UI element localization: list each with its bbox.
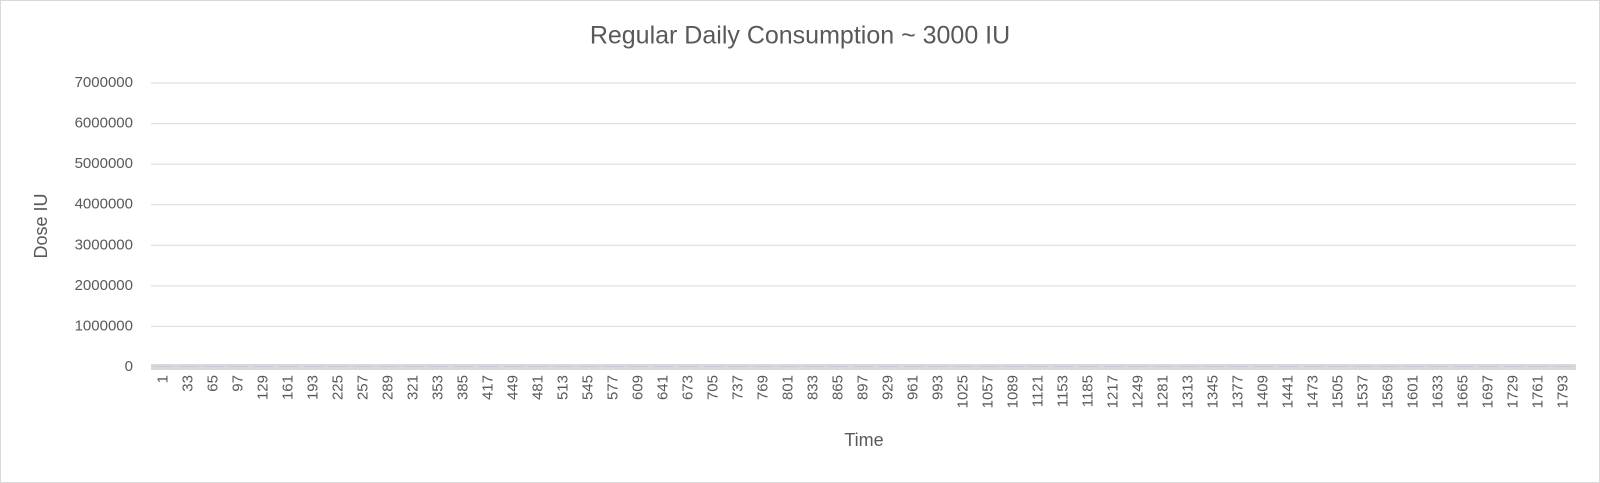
x-tick-label: 257 [354,375,371,400]
x-axis-label: Time [844,430,883,450]
x-tick-label: 417 [479,375,496,400]
x-tick-label: 609 [629,375,646,400]
x-tick-label: 545 [579,375,596,400]
y-tick-label: 7000000 [75,74,133,91]
x-tick-label: 865 [829,375,846,400]
x-tick-label: 929 [879,375,896,400]
x-tick-label: 1345 [1204,375,1221,408]
x-tick-label: 1185 [1079,375,1096,407]
x-tick-label: 897 [854,375,871,400]
y-tick-label: 2000000 [75,277,133,294]
x-tick-label: 1665 [1454,375,1471,408]
x-tick-label: 161 [279,375,296,400]
x-tick-label: 1505 [1329,375,1346,408]
x-tick-label: 225 [329,375,346,400]
x-tick-label: 673 [679,375,696,400]
chart-title: Regular Daily Consumption ~ 3000 IU [590,22,1010,50]
x-tick-label: 1025 [954,375,971,408]
x-tick-label: 1441 [1279,375,1296,408]
x-tick-label: 449 [504,375,521,400]
x-tick-label: 1569 [1379,375,1396,408]
x-tick-label: 1217 [1104,375,1121,408]
x-tick-label: 353 [429,375,446,400]
y-tick-label: 1000000 [75,317,133,334]
x-tick-label: 97 [229,375,246,392]
x-tick-label: 1473 [1304,375,1321,408]
x-tick-label: 993 [929,375,946,400]
x-tick-label: 321 [404,375,421,400]
x-tick-label: 1377 [1229,375,1246,408]
x-tick-label: 193 [304,375,321,400]
x-tick-label: 1249 [1129,375,1146,408]
y-tick-label: 3000000 [75,236,133,253]
x-tick-label: 1793 [1554,375,1571,408]
x-tick-label: 1537 [1354,375,1371,408]
x-tick-label: 737 [729,375,746,400]
x-tick-label: 1601 [1404,375,1421,408]
x-tick-label: 33 [179,375,196,392]
x-tick-label: 1 [154,375,171,383]
x-tick-label: 1121 [1029,375,1046,407]
x-tick-label: 513 [554,375,571,400]
x-tick-label: 129 [254,375,271,400]
x-tick-label: 1313 [1179,375,1196,408]
x-tick-label: 1153 [1054,375,1071,407]
x-tick-label: 961 [904,375,921,400]
y-tick-label: 6000000 [75,115,133,132]
x-tick-label: 641 [654,375,671,400]
y-tick-label: 0 [125,358,133,375]
y-axis-label: Dose IU [31,193,51,258]
y-tick-label: 4000000 [75,196,133,213]
x-tick-label: 705 [704,375,721,400]
x-tick-label: 769 [754,375,771,400]
x-tick-label: 577 [604,375,621,400]
x-tick-label: 1281 [1154,375,1171,408]
x-tick-label: 833 [804,375,821,400]
x-tick-label: 1633 [1429,375,1446,408]
x-tick-label: 801 [779,375,796,400]
x-tick-label: 289 [379,375,396,400]
x-tick-label: 1729 [1504,375,1521,408]
x-tick-label: 1761 [1529,375,1546,408]
x-tick-label: 65 [204,375,221,392]
x-tick-label: 1409 [1254,375,1271,408]
x-tick-label: 1697 [1479,375,1496,408]
x-tick-label: 1057 [979,375,996,408]
x-tick-label: 385 [454,375,471,400]
x-tick-label: 1089 [1004,375,1021,408]
x-tick-label: 481 [529,375,546,400]
y-tick-label: 5000000 [75,155,133,172]
